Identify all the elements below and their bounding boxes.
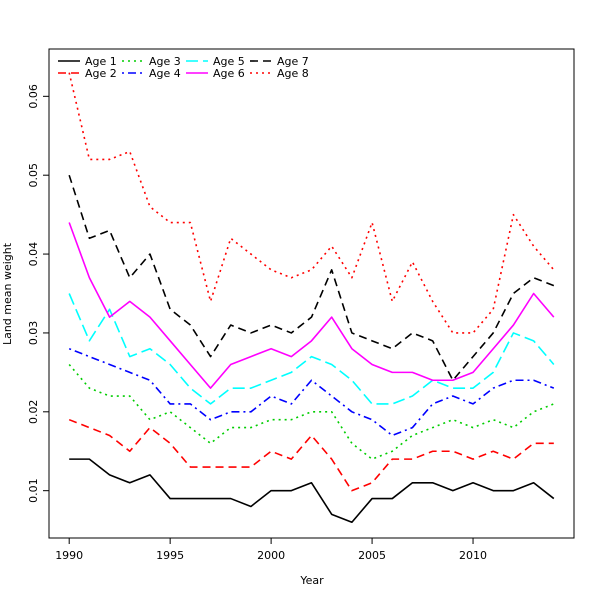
legend-label: Age 8 bbox=[277, 67, 309, 80]
x-tick-label: 2005 bbox=[358, 549, 386, 562]
x-tick-label: 2000 bbox=[257, 549, 285, 562]
legend-label: Age 2 bbox=[85, 67, 117, 80]
legend-label: Age 7 bbox=[277, 55, 309, 68]
y-tick-label: 0.05 bbox=[27, 163, 40, 188]
y-tick-label: 0.06 bbox=[27, 84, 40, 109]
x-tick-label: 2010 bbox=[459, 549, 487, 562]
y-tick-label: 0.01 bbox=[27, 478, 40, 503]
series-line-age-8 bbox=[68, 72, 555, 334]
x-tick-label: 1995 bbox=[156, 549, 184, 562]
legend-label: Age 6 bbox=[213, 67, 245, 80]
y-axis: 0.01 0.02 0.03 0.04 0.05 0.06 bbox=[27, 84, 49, 503]
legend-label: Age 1 bbox=[85, 55, 117, 68]
legend-label: Age 4 bbox=[149, 67, 181, 80]
series-line-age-6 bbox=[68, 222, 555, 389]
series-line-age-3 bbox=[68, 363, 555, 460]
legend-label: Age 3 bbox=[149, 55, 181, 68]
y-axis-title: Land mean weight bbox=[1, 242, 14, 345]
series-layer bbox=[68, 72, 555, 524]
series-line-age-5 bbox=[68, 293, 555, 405]
plot-frame bbox=[48, 48, 575, 539]
x-axis: 1990 1995 2000 2005 2010 bbox=[55, 538, 487, 562]
x-axis-title: Year bbox=[299, 574, 324, 587]
series-line-age-1 bbox=[69, 458, 555, 524]
x-tick-label: 1990 bbox=[55, 549, 83, 562]
y-tick-label: 0.03 bbox=[27, 321, 40, 346]
legend-label: Age 5 bbox=[213, 55, 245, 68]
series-line-age-7 bbox=[68, 174, 555, 382]
series-line-age-4 bbox=[68, 347, 555, 437]
y-tick-label: 0.02 bbox=[27, 400, 40, 425]
y-tick-label: 0.04 bbox=[27, 242, 40, 267]
series-line-age-2 bbox=[68, 418, 554, 492]
